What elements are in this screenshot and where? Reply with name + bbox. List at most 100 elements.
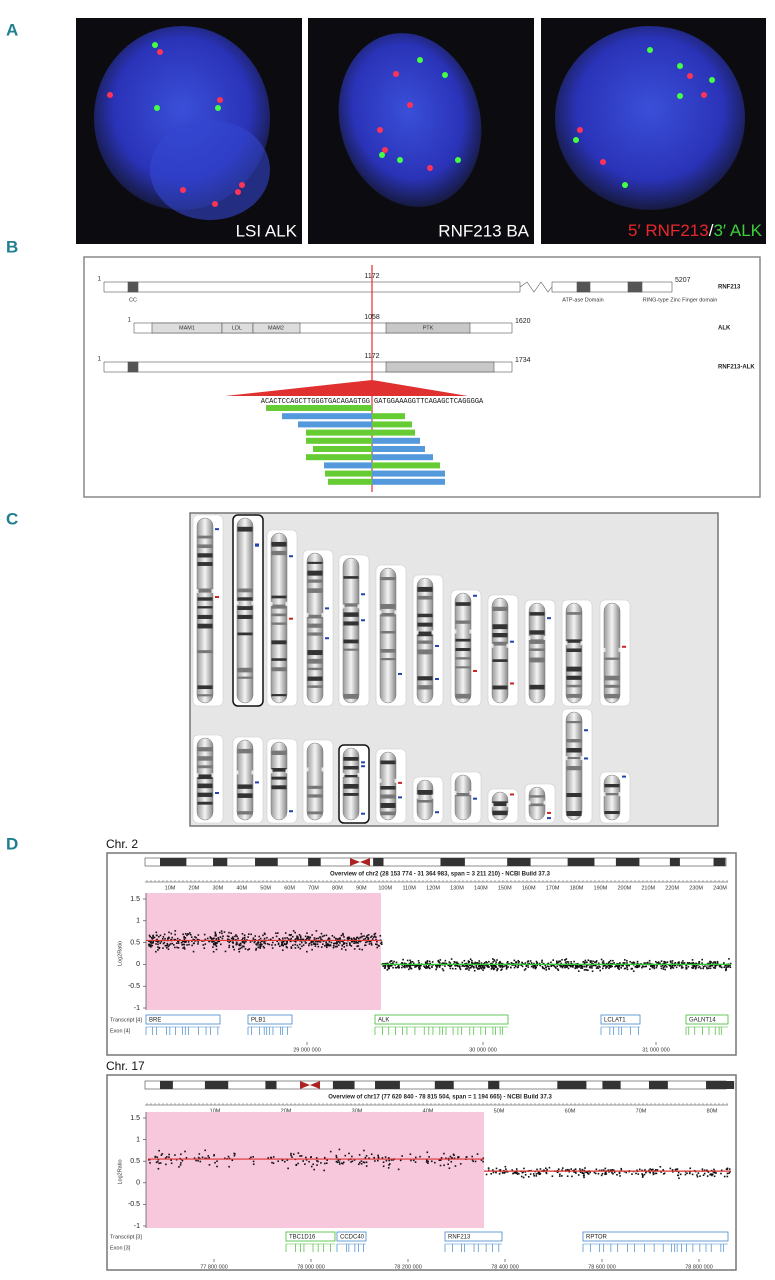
band <box>237 606 253 610</box>
probe <box>153 936 156 939</box>
probe <box>409 962 412 964</box>
probe <box>418 968 421 971</box>
ruler-label: 70M <box>308 885 319 891</box>
probe <box>228 946 230 949</box>
centromere <box>565 641 568 646</box>
probe <box>311 948 313 951</box>
probe <box>376 943 378 946</box>
band <box>307 623 323 628</box>
read <box>372 437 420 444</box>
band <box>271 613 287 617</box>
probe <box>494 965 497 967</box>
probe <box>157 949 159 951</box>
probe <box>649 1168 651 1170</box>
probe <box>592 964 595 967</box>
fish-spot <box>701 92 707 98</box>
probe <box>152 937 155 939</box>
probe <box>527 1175 530 1178</box>
ideogram-band <box>204 1081 229 1089</box>
probe <box>320 946 323 948</box>
probe <box>508 962 510 965</box>
probe <box>337 940 340 943</box>
probe <box>193 938 196 941</box>
band <box>380 760 396 765</box>
probe <box>513 959 516 962</box>
probe <box>323 934 326 937</box>
probe <box>510 966 512 969</box>
band <box>237 588 253 593</box>
probe <box>294 947 297 949</box>
probe <box>308 938 311 940</box>
probe <box>342 932 344 935</box>
probe <box>254 938 257 941</box>
probe <box>325 1162 328 1164</box>
probe <box>419 967 421 970</box>
probe <box>189 932 191 934</box>
band <box>455 602 471 606</box>
probe <box>728 1168 731 1170</box>
probe <box>612 1172 614 1175</box>
probe <box>653 966 655 969</box>
probe <box>678 965 681 967</box>
probe <box>586 1172 589 1175</box>
probe <box>583 1169 585 1172</box>
probe <box>541 965 544 968</box>
fish-spot <box>152 42 158 48</box>
probe <box>355 942 357 944</box>
band <box>492 641 508 646</box>
ideogram-band <box>567 858 595 866</box>
centromere <box>565 756 568 761</box>
probe <box>389 965 391 968</box>
probe <box>257 941 259 943</box>
probe <box>687 965 690 968</box>
probe <box>242 945 244 948</box>
probe <box>499 962 501 965</box>
band <box>529 657 545 663</box>
probe <box>297 946 300 949</box>
probe <box>340 934 343 937</box>
probe <box>270 1156 272 1159</box>
band <box>237 676 253 679</box>
probe <box>702 967 704 970</box>
probe <box>386 964 389 967</box>
probe <box>491 1169 494 1171</box>
centromere <box>270 769 273 774</box>
probe <box>408 968 410 971</box>
probe <box>545 1167 547 1170</box>
probe <box>272 1162 275 1165</box>
probe <box>271 941 274 944</box>
ruler-label: 240M <box>713 885 727 891</box>
probe <box>277 942 280 945</box>
probe <box>243 934 246 937</box>
probe <box>346 944 348 947</box>
probe <box>581 1171 584 1174</box>
probe <box>175 942 178 944</box>
marker <box>473 669 477 672</box>
probe <box>368 941 371 943</box>
probe <box>648 962 651 965</box>
probe <box>655 1172 658 1175</box>
probe <box>420 964 422 967</box>
band <box>197 588 213 593</box>
probe <box>360 1162 363 1165</box>
probe <box>505 968 508 970</box>
probe <box>674 1168 677 1171</box>
read <box>372 470 445 477</box>
probe <box>426 960 429 962</box>
probe <box>162 942 165 945</box>
probe <box>583 1176 585 1179</box>
probe <box>713 1171 715 1174</box>
probe <box>649 968 651 970</box>
y-tick-label: 1.5 <box>130 1115 140 1122</box>
band <box>604 693 620 699</box>
probe <box>209 937 212 939</box>
probe <box>247 936 249 938</box>
probe <box>542 967 544 969</box>
probe <box>426 1151 429 1154</box>
band <box>343 793 359 796</box>
probe <box>467 965 469 968</box>
probe <box>701 958 703 961</box>
probe <box>203 933 206 936</box>
probe <box>215 934 217 936</box>
probe <box>543 967 546 970</box>
